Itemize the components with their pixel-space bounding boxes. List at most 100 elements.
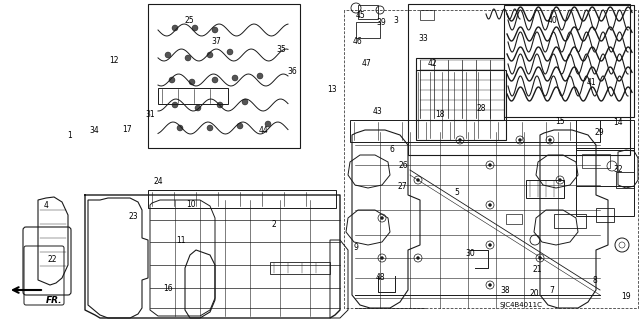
- Bar: [356, 22, 380, 38]
- Text: 12: 12: [109, 56, 118, 65]
- Text: 26: 26: [398, 161, 408, 170]
- Text: 20: 20: [529, 289, 540, 298]
- Text: 37: 37: [211, 37, 221, 46]
- Circle shape: [518, 138, 522, 142]
- Bar: [576, 148, 634, 216]
- Bar: [408, 4, 630, 155]
- Bar: [576, 120, 634, 150]
- Bar: [148, 190, 336, 208]
- Bar: [350, 120, 600, 142]
- Circle shape: [381, 217, 383, 219]
- Circle shape: [212, 77, 218, 83]
- Bar: [148, 4, 300, 148]
- Text: 24: 24: [154, 177, 164, 186]
- Text: 38: 38: [500, 286, 511, 295]
- Text: 9: 9: [353, 243, 358, 252]
- Text: 3: 3: [393, 16, 398, 25]
- Bar: [616, 172, 634, 188]
- Text: 17: 17: [122, 125, 132, 134]
- Circle shape: [559, 179, 561, 182]
- Text: 21: 21: [533, 265, 542, 274]
- Text: 34: 34: [90, 126, 100, 135]
- Bar: [596, 208, 614, 222]
- Circle shape: [417, 256, 419, 259]
- Text: 36: 36: [287, 67, 297, 76]
- Text: 41: 41: [586, 78, 596, 87]
- Circle shape: [488, 204, 492, 206]
- Circle shape: [232, 75, 238, 81]
- Text: 47: 47: [361, 59, 371, 68]
- Circle shape: [548, 138, 552, 142]
- Circle shape: [165, 52, 171, 58]
- Text: 30: 30: [465, 249, 476, 258]
- Circle shape: [185, 55, 191, 61]
- Circle shape: [458, 138, 461, 142]
- Bar: [358, 5, 378, 19]
- Bar: [504, 5, 634, 117]
- Circle shape: [172, 102, 178, 108]
- Bar: [416, 58, 504, 120]
- Circle shape: [207, 52, 213, 58]
- Text: 46: 46: [352, 37, 362, 46]
- Circle shape: [265, 121, 271, 127]
- Circle shape: [189, 79, 195, 85]
- Text: 11: 11: [176, 236, 185, 245]
- Bar: [576, 148, 634, 186]
- Circle shape: [212, 27, 218, 33]
- Circle shape: [192, 25, 198, 31]
- Text: 33: 33: [419, 34, 429, 43]
- Bar: [158, 88, 228, 104]
- Text: 15: 15: [555, 117, 565, 126]
- Text: 28: 28: [477, 104, 486, 113]
- Text: 14: 14: [613, 118, 623, 127]
- Circle shape: [237, 123, 243, 129]
- Circle shape: [227, 49, 233, 55]
- Bar: [506, 214, 522, 224]
- Circle shape: [488, 243, 492, 247]
- Circle shape: [538, 256, 541, 259]
- Text: 23: 23: [128, 212, 138, 221]
- Text: 22: 22: [48, 256, 57, 264]
- Circle shape: [195, 105, 201, 111]
- Text: 1: 1: [67, 131, 72, 140]
- Bar: [526, 180, 564, 198]
- Bar: [582, 154, 610, 168]
- Text: 5: 5: [454, 189, 460, 197]
- Text: 45: 45: [356, 11, 366, 20]
- Circle shape: [177, 125, 183, 131]
- Text: 19: 19: [621, 292, 631, 301]
- Text: 16: 16: [163, 284, 173, 293]
- Text: 2: 2: [271, 220, 276, 229]
- Text: 13: 13: [326, 85, 337, 94]
- Text: 43: 43: [372, 107, 383, 116]
- Text: 25: 25: [184, 16, 195, 25]
- Circle shape: [242, 99, 248, 105]
- Text: SJC4B4011C: SJC4B4011C: [500, 302, 543, 308]
- Circle shape: [169, 77, 175, 83]
- Text: 31: 31: [145, 110, 155, 119]
- Text: FR.: FR.: [46, 296, 63, 305]
- Circle shape: [207, 125, 213, 131]
- Circle shape: [172, 25, 178, 31]
- Text: 7: 7: [549, 286, 554, 295]
- Text: 29: 29: [594, 128, 604, 137]
- Bar: [554, 214, 586, 228]
- Text: 8: 8: [593, 276, 598, 285]
- Text: 40: 40: [548, 16, 558, 25]
- Circle shape: [488, 284, 492, 286]
- Bar: [420, 10, 434, 20]
- Circle shape: [488, 164, 492, 167]
- Text: 48: 48: [375, 273, 385, 282]
- Text: 42: 42: [428, 59, 438, 68]
- Bar: [416, 70, 506, 140]
- Text: 4: 4: [44, 201, 49, 210]
- Text: 6: 6: [389, 145, 394, 154]
- Text: 44: 44: [259, 126, 269, 135]
- Circle shape: [417, 179, 419, 182]
- Circle shape: [217, 102, 223, 108]
- Circle shape: [257, 73, 263, 79]
- Text: 39: 39: [376, 18, 387, 27]
- Text: 32: 32: [613, 165, 623, 174]
- Bar: [270, 262, 330, 274]
- Text: 27: 27: [397, 182, 407, 191]
